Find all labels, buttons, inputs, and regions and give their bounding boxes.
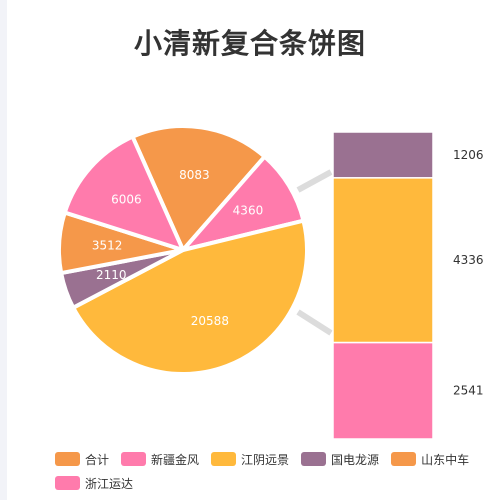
bar-segment-2[interactable] <box>332 131 434 179</box>
legend-label: 合计 <box>85 452 110 467</box>
legend-item-2[interactable]: 江阴远景 <box>211 452 290 467</box>
legend-swatch <box>211 452 237 466</box>
legend-item-0[interactable]: 合计 <box>55 452 110 467</box>
legend-item-1[interactable]: 新疆金风 <box>121 452 200 467</box>
pie-slice-5[interactable] <box>62 134 185 252</box>
bar-value-label-2: 1206 <box>453 148 484 162</box>
connector-lines <box>296 169 333 336</box>
legend-swatch <box>391 452 417 466</box>
pie-slice-2[interactable] <box>71 218 309 376</box>
connector-line-bottom <box>296 309 333 336</box>
legend-label: 江阴远景 <box>241 452 290 467</box>
bar-segment-1[interactable] <box>332 177 434 344</box>
legend: 合计 新疆金风 江阴远景 国电龙源 山东中车浙江运达 <box>55 452 475 491</box>
legend-swatch <box>121 452 147 466</box>
pie-slice-label-3: 2110 <box>96 268 127 282</box>
pie-slice-label-4: 3512 <box>92 238 123 252</box>
pie-slice-label-2: 20588 <box>191 314 229 328</box>
legend-label: 国电龙源 <box>331 452 380 467</box>
legend-label: 山东中车 <box>421 452 470 467</box>
legend-item-5[interactable]: 浙江运达 <box>55 476 134 491</box>
pie-slice-label-1: 4360 <box>233 204 264 218</box>
stacked-bar <box>332 131 434 440</box>
legend-swatch <box>55 452 80 466</box>
legend-item-3[interactable]: 国电龙源 <box>301 452 380 467</box>
stacked-bar-labels: 2541 4336 1206 <box>453 148 484 398</box>
legend-item-4[interactable]: 山东中车 <box>391 452 470 467</box>
pie-labels: 8083 4360 20588 2110 3512 6006 <box>92 168 263 328</box>
legend-swatch <box>55 476 80 490</box>
pie-slice-label-0: 8083 <box>179 168 210 182</box>
bar-value-label-1: 4336 <box>453 253 484 267</box>
pie-slice-0[interactable] <box>130 124 267 252</box>
legend-label: 新疆金风 <box>151 452 200 467</box>
legend-label: 浙江运达 <box>85 476 134 491</box>
left-edge-strip <box>0 0 7 500</box>
pie-chart <box>57 124 309 376</box>
legend-swatch <box>301 452 327 466</box>
chart-title: 小清新复合条饼图 <box>133 27 366 60</box>
bar-segment-0[interactable] <box>332 341 434 440</box>
connector-line-top <box>296 169 333 193</box>
bar-value-label-0: 2541 <box>453 384 484 398</box>
pie-slice-label-5: 6006 <box>111 192 142 206</box>
